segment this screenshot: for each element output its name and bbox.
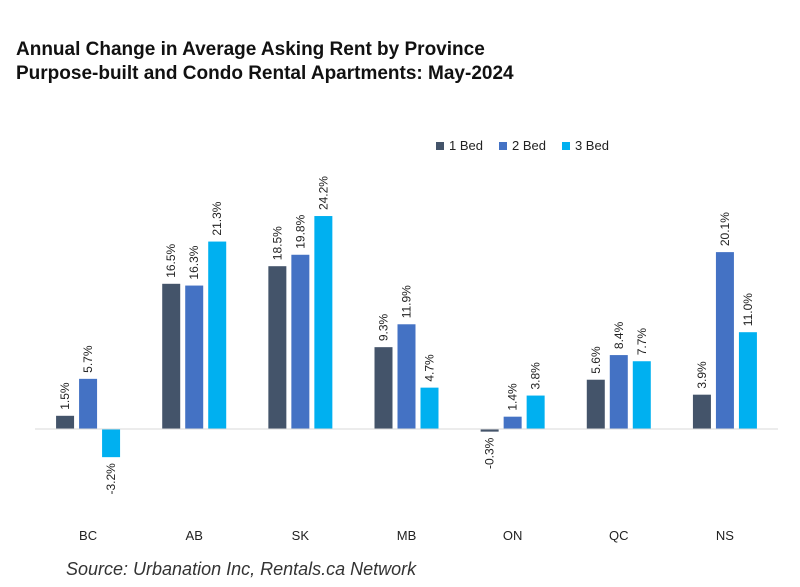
data-label-qc-2-bed: 8.4% [612,321,626,349]
bar-sk-3-bed [314,216,333,429]
bar-on-3-bed [526,395,545,429]
data-label-ns-2-bed: 20.1% [718,212,732,246]
legend-swatch-2-bed [498,141,507,150]
x-tick-label-mb: MB [397,528,417,543]
data-label-ns-1-bed: 3.9% [695,361,709,389]
bar-sk-2-bed [291,254,310,429]
data-label-mb-2-bed: 11.9% [400,285,414,318]
bar-on-1-bed [480,429,499,432]
data-label-ab-3-bed: 21.3% [210,201,224,235]
x-tick-label-on: ON [503,528,523,543]
data-label-ab-2-bed: 16.3% [187,245,201,279]
legend-item-3-bed: 3 Bed [561,138,609,153]
data-label-on-2-bed: 1.4% [506,383,520,411]
bar-on-2-bed [503,416,522,429]
chart-legend: 1 Bed 2 Bed 3 Bed [436,138,609,153]
data-label-qc-1-bed: 5.6% [589,346,603,374]
bar-qc-3-bed [632,361,651,429]
data-label-bc-3-bed: -3.2% [104,463,118,495]
bar-bc-3-bed [102,429,121,458]
data-label-mb-1-bed: 9.3% [377,313,391,341]
x-tick-label-bc: BC [79,528,97,543]
bar-mb-1-bed [374,347,393,429]
bar-ab-3-bed [208,241,227,429]
chart-title-line2: Purpose-built and Condo Rental Apartment… [16,63,514,84]
data-label-on-3-bed: 3.8% [529,362,543,390]
legend-item-2-bed: 2 Bed [498,138,546,153]
legend-swatch-1-bed [436,141,444,150]
bar-ab-2-bed [185,285,204,429]
data-label-on-1-bed: -0.3% [483,437,497,469]
legend-label-1-bed: 1 Bed [449,138,483,153]
legend-item-1-bed: 1 Bed [436,138,483,153]
chart-title: Annual Change in Average Asking Rent by … [16,38,514,86]
data-label-qc-3-bed: 7.7% [635,328,649,356]
bar-bc-2-bed [79,378,98,429]
data-label-ab-1-bed: 16.5% [164,243,178,277]
data-label-sk-3-bed: 24.2% [316,176,330,210]
bar-ns-3-bed [738,332,757,429]
data-label-sk-2-bed: 19.8% [293,214,307,248]
bar-ns-1-bed [692,394,711,429]
x-tick-label-sk: SK [292,528,310,543]
source-note: Source: Urbanation Inc, Rentals.ca Netwo… [66,559,417,579]
legend-label-2-bed: 2 Bed [511,138,546,153]
data-label-mb-3-bed: 4.7% [423,354,437,382]
legend-swatch-3-bed [561,141,570,150]
data-label-sk-1-bed: 18.5% [270,226,284,260]
data-label-ns-3-bed: 11.0% [741,293,755,326]
x-tick-label-ab: AB [186,528,203,543]
data-label-bc-1-bed: 1.5% [58,382,72,410]
bar-ab-1-bed [162,283,181,429]
bar-mb-3-bed [420,387,439,429]
data-label-bc-2-bed: 5.7% [81,345,95,373]
x-tick-label-qc: QC [609,528,629,543]
bar-sk-1-bed [268,266,287,429]
x-tick-label-ns: NS [716,528,734,543]
bar-qc-1-bed [586,379,605,429]
legend-label-3-bed: 3 Bed [574,138,609,153]
chart-title-line1: Annual Change in Average Asking Rent by … [16,39,485,60]
bar-ns-2-bed [715,252,734,429]
bar-mb-2-bed [397,324,416,429]
bar-qc-2-bed [609,355,628,429]
bar-bc-1-bed [56,415,75,429]
